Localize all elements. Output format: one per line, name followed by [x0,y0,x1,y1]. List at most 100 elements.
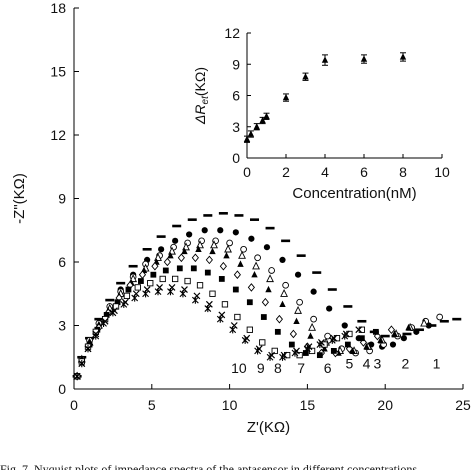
point-series-3 [282,281,289,289]
point-series-5 [167,251,174,259]
point-series-7 [330,348,337,354]
inset-x-axis-label: Concentration(nM) [292,185,416,202]
inset-y-label-unit: (KΩ) [192,67,208,96]
point-series-10 [266,353,274,361]
point-series-3 [226,239,233,247]
point-series-1 [281,239,291,243]
series-label-10: 10 [231,360,247,376]
point-series-5 [209,247,216,255]
point-series-2 [263,244,271,251]
point-series-1 [142,248,152,251]
inset-point [302,73,309,80]
point-series-2 [310,288,317,295]
point-series-8 [134,284,141,291]
series-label-5: 5 [346,356,354,372]
point-series-4 [280,289,288,297]
inset-x-tick-label: 10 [434,164,450,180]
inset-x-tick-label: 0 [243,164,251,180]
inset-x-tick-label: 8 [399,164,407,180]
point-series-7 [103,312,110,318]
point-series-5 [307,332,314,339]
point-series-10 [179,290,187,298]
point-series-5 [181,247,188,255]
point-series-5 [377,336,384,344]
series-label-1: 1 [433,356,441,372]
point-series-5 [349,347,356,354]
point-series-7 [302,350,309,356]
point-series-2 [279,256,286,263]
point-series-4 [210,240,218,249]
point-series-10 [316,340,324,349]
inset-point [243,135,251,142]
point-series-1 [439,319,449,323]
inset-concentration-plot: 0 3 6 9 12 0 2 4 6 8 10 Concentration(nM) ΔRet(KΩ) [192,25,450,202]
point-series-6 [219,261,227,271]
point-series-1 [427,324,437,327]
point-series-7 [125,286,132,293]
point-series-8 [171,275,179,283]
point-series-10 [204,304,212,313]
point-series-6 [191,253,199,263]
point-series-8 [159,275,166,283]
point-series-5 [405,323,412,331]
point-series-6 [373,331,382,341]
figure-caption: Fig. 7. Nyquist plots of impedance spect… [0,458,474,470]
main-x-tick-label: 20 [377,397,393,413]
point-series-10 [216,315,224,323]
inset-y-axis-label: ΔRet(KΩ) [192,67,211,125]
point-series-1 [187,218,197,221]
point-series-7 [232,286,239,293]
point-series-8 [196,282,204,289]
point-series-7 [274,328,281,335]
point-series-8 [147,280,154,287]
point-series-2 [201,227,208,234]
point-series-6 [205,255,213,265]
inset-point [321,56,329,63]
main-y-tick-label: 12 [50,127,66,143]
point-series-5 [223,251,230,259]
point-series-1 [203,214,213,217]
point-series-6 [163,257,171,267]
point-series-5 [265,285,272,293]
point-series-7 [190,265,197,272]
point-series-4 [238,250,246,259]
point-series-1 [327,288,337,291]
point-series-4 [420,318,429,327]
point-series-2 [217,227,224,234]
point-series-10 [254,347,261,355]
point-series-3 [324,332,331,340]
point-series-5 [391,330,398,337]
point-series-10 [304,345,311,353]
main-x-tick-label: 15 [300,397,316,413]
point-series-7 [288,341,295,348]
point-series-2 [326,305,333,312]
point-series-3 [240,245,247,253]
point-series-8 [209,290,216,297]
inset-point [263,112,270,120]
point-series-10 [167,288,174,296]
inset-point [259,116,266,124]
point-series-6 [151,261,159,271]
point-series-3 [310,315,317,323]
point-series-8 [321,341,328,348]
point-series-1 [380,334,390,338]
series-label-9: 9 [257,360,265,376]
point-series-1 [312,271,322,274]
point-series-1 [296,254,306,257]
point-series-10 [291,349,299,357]
inset-x-tick-label: 6 [360,164,368,180]
point-series-2 [186,231,193,238]
point-series-3 [268,267,275,274]
inset-point [360,55,368,62]
point-series-7 [260,314,267,320]
point-series-7 [358,335,365,342]
point-series-10 [279,353,286,361]
point-series-2 [294,271,302,278]
point-series-10 [78,360,86,368]
point-series-5 [321,345,328,352]
point-series-10 [154,288,162,296]
point-series-9 [355,326,363,334]
inset-x-tick-label: 2 [282,164,290,180]
point-series-6 [247,283,255,292]
